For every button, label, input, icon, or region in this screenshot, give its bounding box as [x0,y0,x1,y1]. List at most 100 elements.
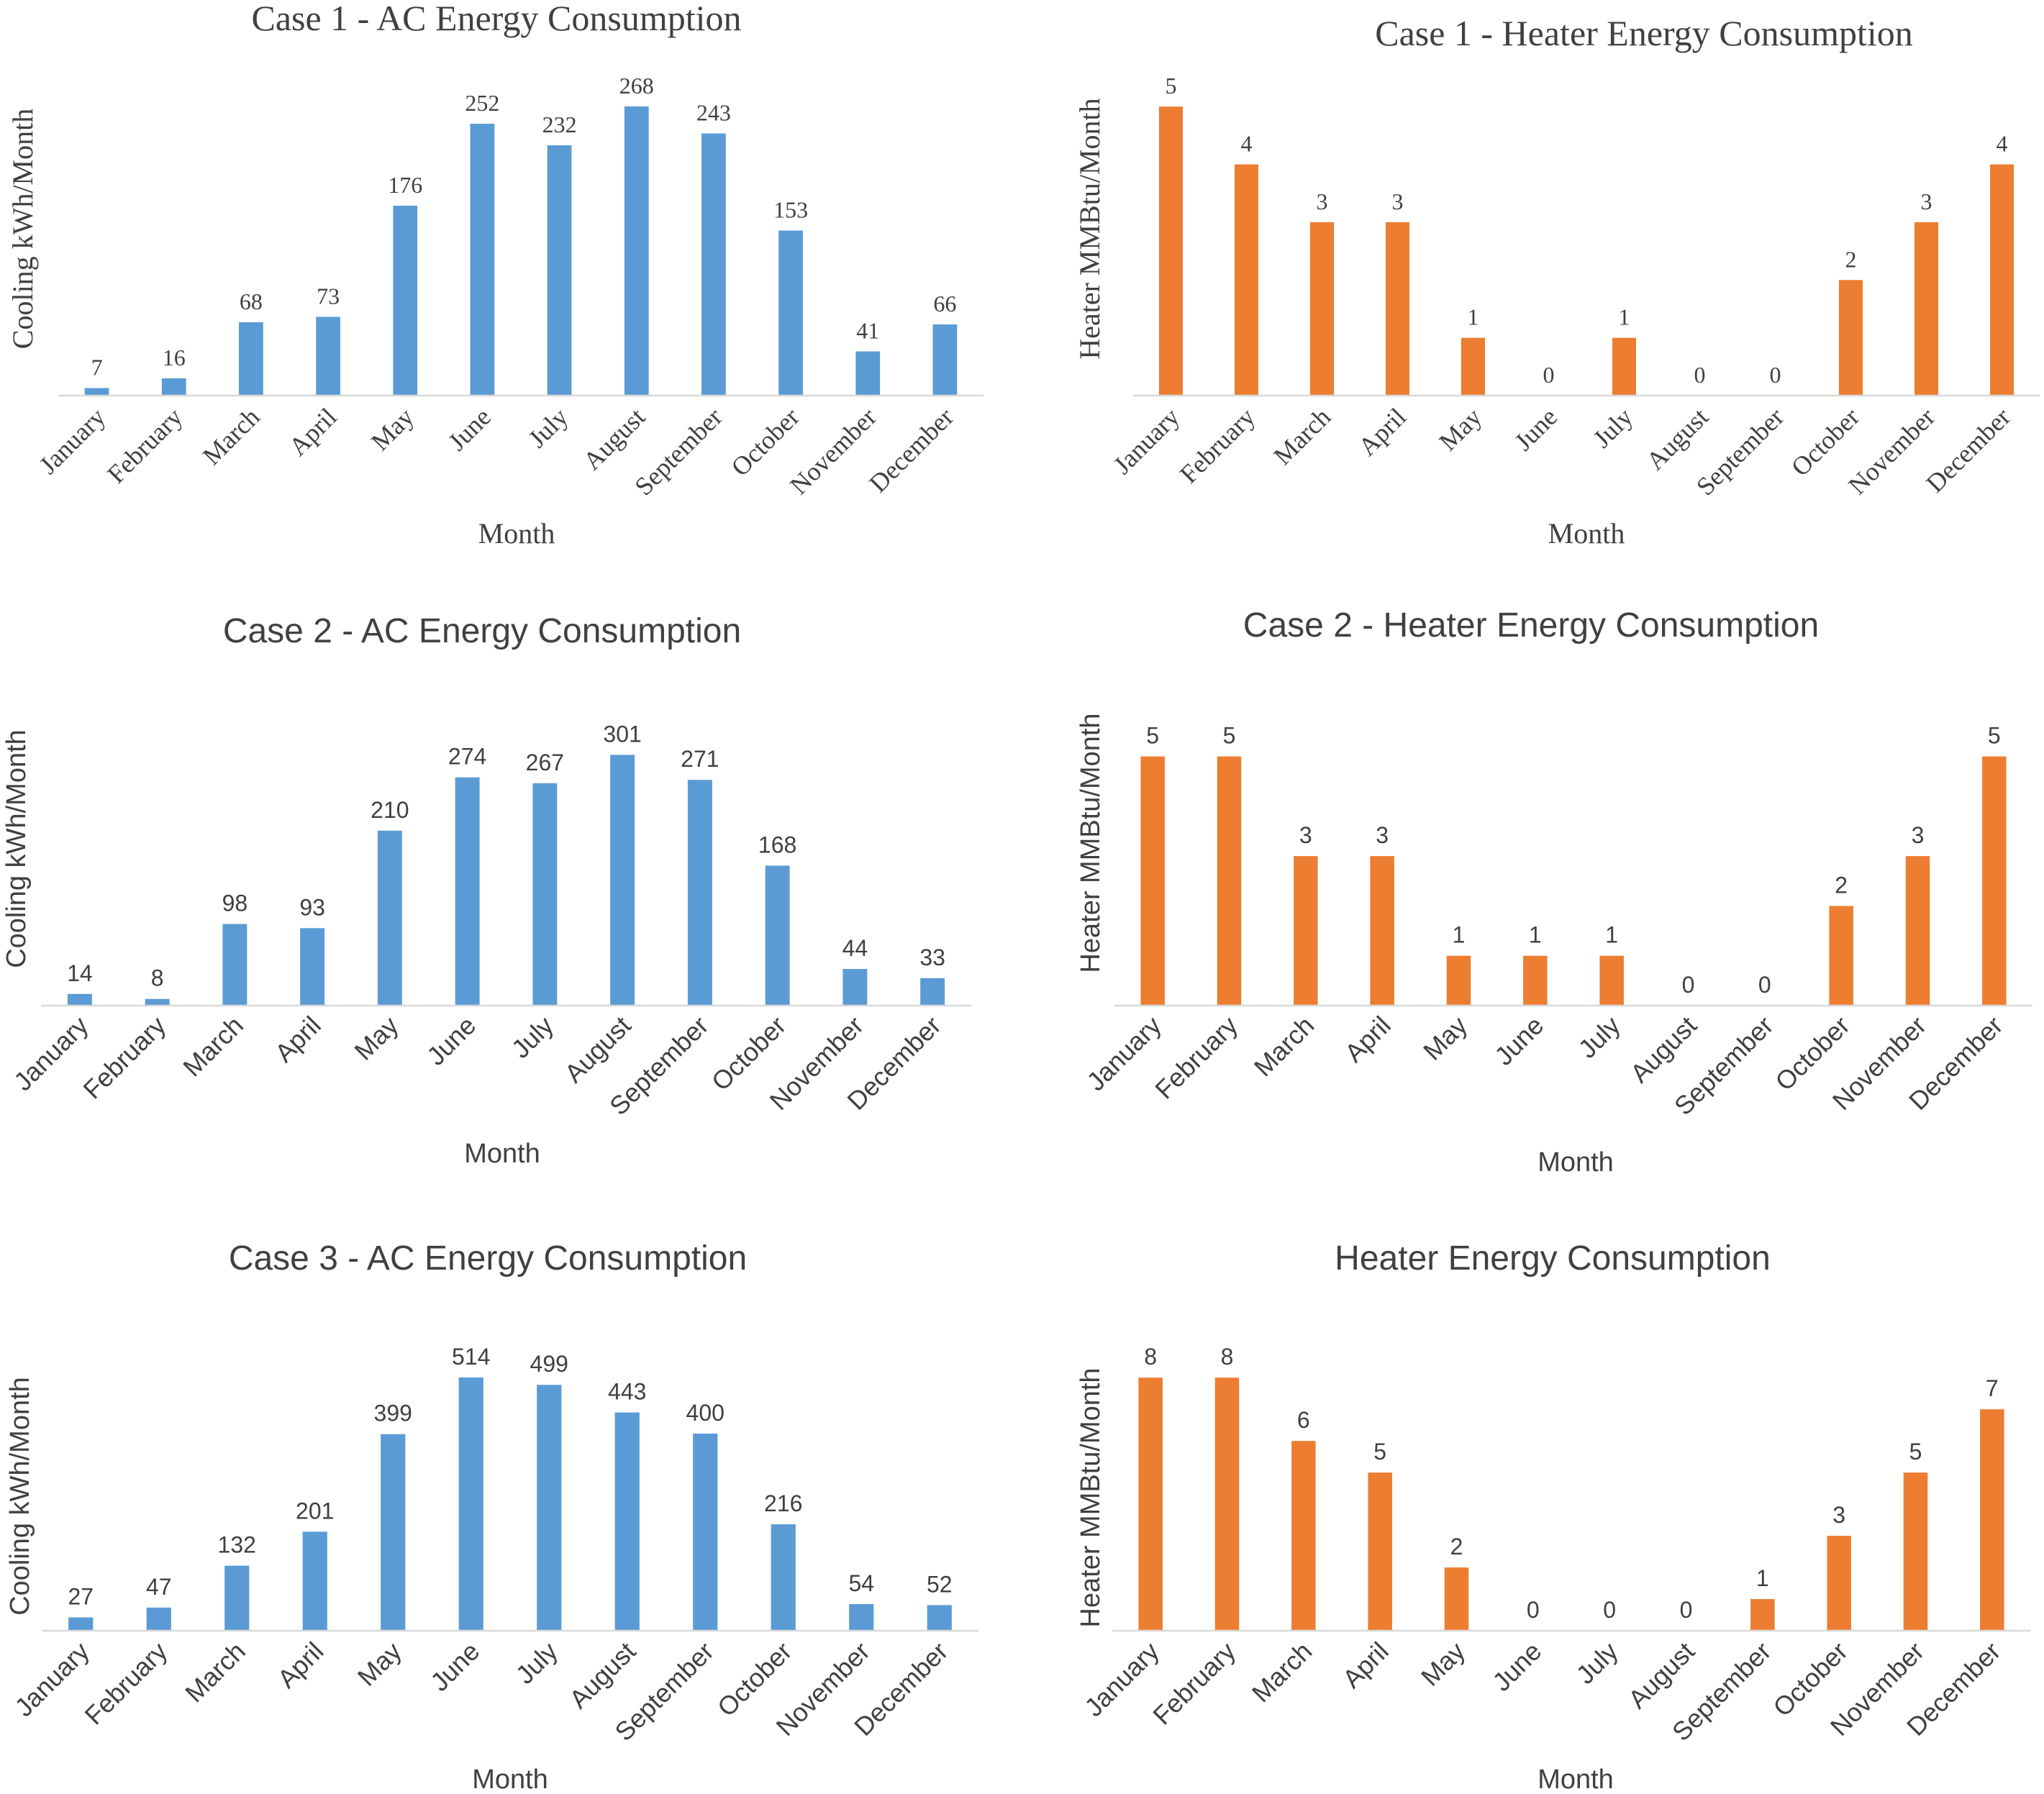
data-label-february: 8 [1221,1344,1234,1370]
chart-title: Case 1 - Heater Energy Consumption [1375,13,1913,53]
bar-june [458,1377,483,1631]
bar-september [701,133,726,396]
bar-march [224,1565,250,1631]
data-label-july: 0 [1603,1597,1616,1623]
tick-label-june: June [1486,1636,1547,1697]
bar-september [1750,1599,1775,1631]
bar-april [1385,222,1410,396]
data-label-february: 8 [151,965,164,991]
data-label-october: 2 [1845,246,1857,272]
tick-label-february: February [1149,1011,1243,1105]
y-axis-label: Heater MMBtu/Month [1073,98,1106,359]
tick-label-march: March [179,1636,251,1708]
data-label-march: 68 [240,288,263,314]
bar-january [68,1617,94,1631]
data-label-february: 16 [163,345,186,370]
tick-label-april: April [1337,1636,1394,1694]
bar-february [146,1607,171,1631]
bar-april [300,928,325,1006]
data-label-october: 2 [1835,872,1848,898]
tick-label-june: June [442,402,496,456]
tick-label-february: February [1174,402,1261,488]
data-label-august: 0 [1694,362,1706,388]
data-label-august: 0 [1682,972,1695,998]
bar-january [67,993,92,1006]
bar-september [693,1434,718,1631]
bar-august [610,755,635,1006]
data-label-december: 7 [1986,1375,1999,1401]
tick-label-april: April [1353,402,1412,461]
bar-february [145,998,170,1006]
bar-august [624,106,649,396]
bar-may [1444,1567,1469,1631]
tick-label-july: July [523,402,574,453]
data-label-may: 2 [1450,1534,1463,1559]
data-label-september: 0 [1758,972,1771,998]
bar-december [920,978,945,1006]
data-label-july: 267 [526,750,564,775]
tick-label-december: December [863,402,959,498]
y-axis-label: Heater MMBtu/Month [1076,713,1106,973]
data-label-april: 201 [296,1498,334,1524]
bar-january [84,388,109,396]
data-label-november: 5 [1909,1439,1922,1465]
tick-label-february: February [77,1011,171,1105]
case2-heater-chart: Case 2 - Heater Energy Consumption Heater… [1076,606,2032,1178]
bar-january [1138,1378,1163,1631]
data-label-november: 54 [848,1570,874,1596]
chart-title: Heater Energy Consumption [1335,1239,1771,1278]
data-label-october: 3 [1832,1502,1845,1528]
data-label-october: 216 [764,1490,802,1516]
data-label-october: 153 [773,197,808,223]
data-label-july: 1 [1605,922,1618,948]
bar-march [1294,856,1318,1006]
bar-july [537,1385,562,1631]
bar-may [1461,337,1486,396]
tick-label-april: April [269,1011,327,1068]
tick-label-april: April [283,402,342,461]
data-label-november: 44 [842,935,868,961]
data-label-january: 27 [68,1584,94,1610]
tick-label-february: February [1147,1636,1241,1731]
bar-october [1838,280,1863,396]
data-label-february: 47 [146,1574,172,1600]
y-axis-label: Heater MMBtu/Month [1076,1367,1106,1627]
data-label-august: 443 [608,1379,646,1405]
bar-december [1982,756,2007,1006]
bar-october [1827,1536,1851,1631]
y-axis-label: Cooling kWh/Month [1,729,32,968]
data-label-july: 499 [530,1351,568,1377]
tick-label-april: April [1339,1011,1396,1068]
bar-november [855,351,881,396]
data-label-august: 301 [603,721,641,747]
tick-label-july: July [510,1636,563,1690]
tick-label-may: May [1417,1011,1473,1066]
x-axis-label: Month [1537,1765,1614,1794]
tick-label-january: January [34,402,111,479]
data-label-april: 3 [1376,822,1389,848]
tick-label-march: March [197,402,265,470]
bar-december [1980,1409,2004,1631]
data-label-april: 3 [1392,188,1404,214]
data-label-september: 0 [1770,362,1781,388]
bar-november [842,969,868,1006]
chart-title: Case 2 - AC Energy Consumption [223,612,741,650]
data-label-september: 243 [696,100,731,126]
bar-april [1368,1472,1392,1631]
data-label-may: 176 [388,172,422,198]
y-axis-label: Cooling kWh/Month [6,109,39,349]
tick-label-july: July [1573,1011,1626,1064]
bar-may [377,830,402,1006]
bar-june [1523,955,1548,1006]
bar-april [302,1531,327,1631]
data-label-september: 1 [1756,1565,1769,1591]
bar-december [927,1605,952,1631]
case2-ac-chart: Case 2 - AC Energy Consumption Cooling kW… [1,612,971,1169]
bar-march [222,924,247,1006]
tick-label-december: December [1920,402,2016,498]
data-label-june: 0 [1527,1597,1540,1623]
bar-february [1217,756,1242,1006]
chart-title: Case 2 - Heater Energy Consumption [1243,606,1819,645]
chart-title: Case 3 - AC Energy Consumption [229,1239,747,1278]
